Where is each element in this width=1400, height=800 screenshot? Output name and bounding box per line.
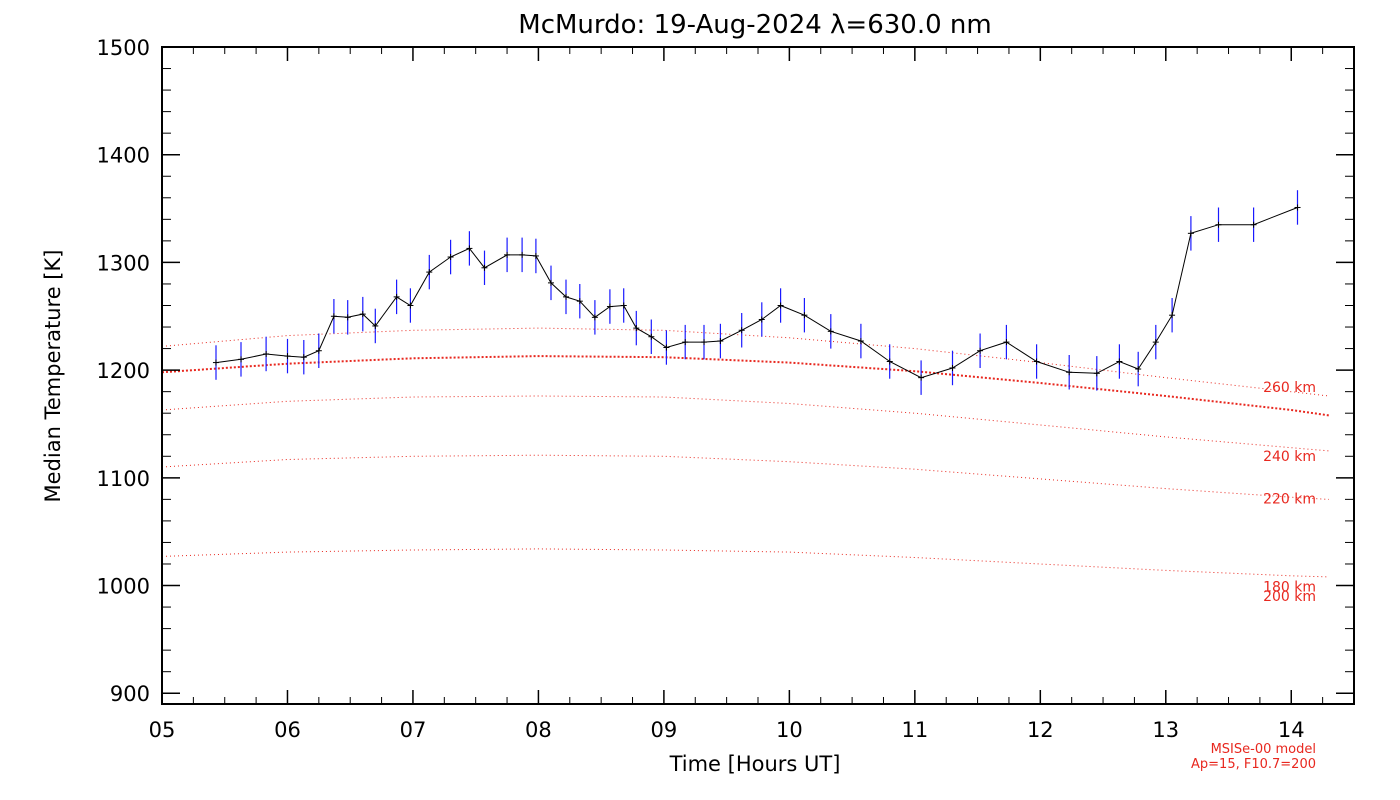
data-point bbox=[591, 314, 598, 321]
data-point bbox=[801, 312, 808, 319]
x-tick-label: 05 bbox=[149, 718, 176, 742]
x-tick-label: 13 bbox=[1152, 718, 1179, 742]
model-curve-label: 200 km bbox=[1263, 589, 1316, 605]
axis-ticks: 05 06 07 08 09 10 11 12 13 14 900 1000 1100 1200 1300 1… bbox=[97, 36, 1355, 742]
y-tick-label: 1000 bbox=[97, 575, 150, 599]
data-point bbox=[393, 293, 400, 300]
model-curve-label: 260 km bbox=[1263, 380, 1316, 396]
y-axis-label: Median Temperature [K] bbox=[41, 250, 65, 503]
data-point bbox=[481, 264, 488, 271]
data-point bbox=[359, 311, 366, 318]
data-point bbox=[519, 251, 526, 258]
y-tick-label: 1200 bbox=[97, 359, 150, 383]
data-point bbox=[284, 353, 291, 360]
data-point bbox=[1066, 369, 1073, 376]
data-point bbox=[300, 354, 307, 361]
data-point bbox=[407, 302, 414, 309]
data-point bbox=[1093, 370, 1100, 377]
data-point bbox=[330, 313, 337, 320]
x-tick-label: 12 bbox=[1027, 718, 1054, 742]
x-tick-label: 09 bbox=[651, 718, 678, 742]
data-point bbox=[606, 303, 613, 310]
x-tick-label: 10 bbox=[776, 718, 803, 742]
data-point bbox=[1250, 221, 1257, 228]
data-point bbox=[532, 252, 539, 259]
y-tick-label: 1300 bbox=[97, 251, 150, 275]
data-point bbox=[633, 325, 640, 332]
model-curve-label: 240 km bbox=[1263, 449, 1316, 465]
data-point bbox=[701, 339, 708, 346]
data-point bbox=[949, 364, 956, 371]
data-point bbox=[547, 279, 554, 286]
data-point bbox=[1135, 366, 1142, 373]
data-point bbox=[504, 251, 511, 258]
model-curve bbox=[161, 327, 1329, 397]
data-point bbox=[738, 327, 745, 334]
data-point bbox=[1033, 358, 1040, 365]
model-curve bbox=[161, 355, 1330, 417]
data-point bbox=[977, 347, 984, 354]
data-point bbox=[238, 356, 245, 363]
y-tick-label: 1500 bbox=[97, 36, 150, 60]
plot-frame bbox=[161, 46, 1355, 705]
data-point bbox=[682, 339, 689, 346]
model-curve bbox=[161, 548, 1329, 578]
x-tick-label: 07 bbox=[400, 718, 427, 742]
data-point bbox=[263, 350, 270, 357]
data-point bbox=[315, 347, 322, 354]
data-point bbox=[1116, 358, 1123, 365]
data-point bbox=[758, 316, 765, 323]
data-point bbox=[212, 359, 219, 366]
data-point bbox=[777, 302, 784, 309]
data-point bbox=[857, 338, 864, 345]
data-point bbox=[563, 293, 570, 300]
x-tick-label: 11 bbox=[901, 718, 928, 742]
data-point bbox=[1215, 221, 1222, 228]
data-point bbox=[1169, 312, 1176, 319]
data-point bbox=[918, 374, 925, 381]
y-tick-label: 1100 bbox=[97, 467, 150, 491]
temperature-line bbox=[215, 207, 1298, 379]
data-point bbox=[447, 254, 454, 261]
model-note: MSISe-00 model bbox=[1211, 742, 1316, 757]
data-point bbox=[1294, 204, 1301, 211]
data-point bbox=[827, 328, 834, 335]
chart-title: McMurdo: 19-Aug-2024 λ=630.0 nm bbox=[518, 10, 991, 40]
data-point bbox=[426, 269, 433, 276]
model-curve bbox=[161, 395, 1329, 452]
x-axis-label: Time [Hours UT] bbox=[669, 752, 841, 776]
data-point bbox=[620, 302, 627, 309]
data-point bbox=[886, 358, 893, 365]
model-curve bbox=[161, 454, 1329, 500]
data-point bbox=[1187, 230, 1194, 237]
model-params-note: Ap=15, F10.7=200 bbox=[1191, 757, 1316, 772]
y-tick-label: 900 bbox=[110, 682, 150, 706]
data-series bbox=[212, 190, 1301, 395]
data-point bbox=[648, 333, 655, 340]
x-tick-label: 14 bbox=[1278, 718, 1305, 742]
data-point bbox=[372, 322, 379, 329]
x-tick-label: 08 bbox=[525, 718, 552, 742]
data-point bbox=[576, 298, 583, 305]
x-tick-label: 06 bbox=[274, 718, 301, 742]
y-tick-label: 1400 bbox=[97, 144, 150, 168]
data-point bbox=[1003, 339, 1010, 346]
data-point bbox=[717, 338, 724, 345]
model-curve-label: 220 km bbox=[1263, 491, 1316, 507]
data-point bbox=[344, 314, 351, 321]
data-point bbox=[663, 344, 670, 351]
model-curve-label: 180 km bbox=[1263, 580, 1316, 596]
data-point bbox=[466, 245, 473, 252]
data-point bbox=[1152, 339, 1159, 346]
